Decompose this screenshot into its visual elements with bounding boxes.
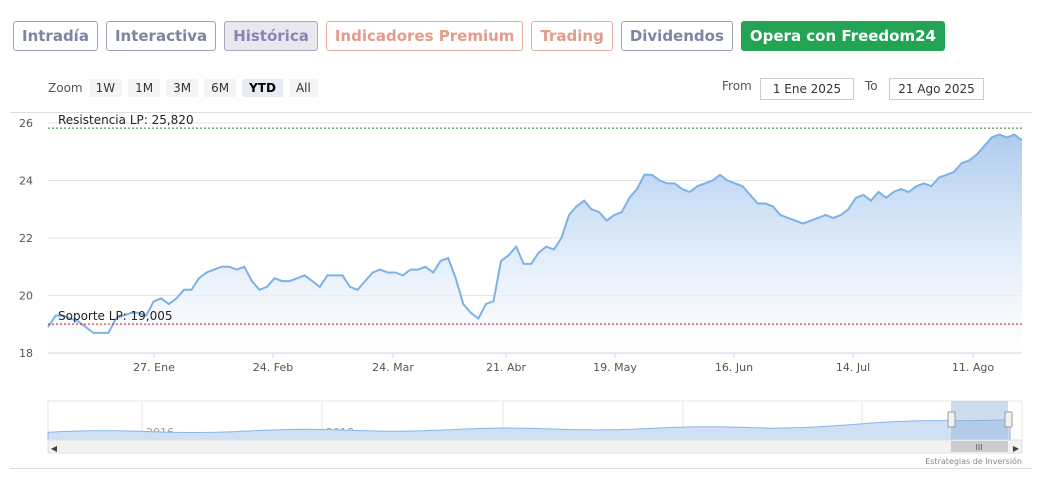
zoom-button-all[interactable]: All [288,79,318,97]
x-tick-label: 21. Abr [486,361,526,374]
support-label: Soporte LP: 19,005 [58,309,173,323]
from-date-input[interactable]: 1 Ene 2025 [760,78,854,100]
navigator-tick-label: 2022 [687,426,715,439]
to-label: To [865,79,878,93]
bottom-separator [10,468,1032,469]
zoom-button-6m[interactable]: 6M [204,79,237,97]
scrollbar-track [47,439,1023,454]
tab-histórica[interactable]: Histórica [224,21,318,51]
navigator-tick-label: 2018 [326,426,354,439]
price-line [47,133,1023,334]
x-tick-label: 16. Jun [715,361,753,374]
y-tick-label: 20 [19,290,33,303]
navigator-frame [47,400,1023,441]
tab-opera-con-freedom24[interactable]: Opera con Freedom24 [740,21,945,51]
to-date-input[interactable]: 21 Ago 2025 [889,78,984,100]
y-tick-label: 18 [19,347,33,360]
tab-dividendos[interactable]: Dividendos [620,21,733,51]
zoom-label: Zoom [48,81,83,95]
scroll-right-icon: ▶ [1013,444,1020,453]
navigator-selection [951,401,1008,440]
tab-intradía[interactable]: Intradía [13,21,98,51]
y-tick-label: 26 [19,117,33,130]
navigator-tick-label: 2020 [507,426,535,439]
tab-interactiva[interactable]: Interactiva [105,21,217,51]
x-tick-label: 19. May [593,361,637,374]
scrollbar-grip-icon: III [975,443,982,452]
navigator-tick-label: 2024 [866,426,894,439]
top-separator [10,112,1032,113]
zoom-button-ytd[interactable]: YTD [242,79,283,97]
x-tick-label: 11. Ago [952,361,994,374]
navigator-tick-label: 2016 [146,426,174,439]
zoom-button-3m[interactable]: 3M [166,79,199,97]
tab-indicadores-premium[interactable]: Indicadores Premium [325,21,524,51]
navigator-handle-right [1004,411,1013,428]
x-tick-label: 14. Jul [836,361,870,374]
zoom-button-1m[interactable]: 1M [128,79,161,97]
navigator-handle-left [947,411,956,428]
from-label: From [722,79,752,93]
zoom-button-1w[interactable]: 1W [88,79,123,97]
scroll-left-icon: ◀ [51,444,58,453]
x-tick-label: 24. Feb [253,361,293,374]
tab-bar: Intradía Interactiva Histórica Indicadores … [13,21,945,51]
y-tick-label: 24 [19,175,33,188]
resistance-label: Resistencia LP: 25,820 [58,113,194,127]
tab-trading[interactable]: Trading [531,21,613,51]
zoom-selector: Zoom 1W 1M 3M 6M YTD All [48,79,318,97]
scrollbar-thumb [951,441,1008,452]
price-area [48,134,1022,353]
navigator-series [47,419,1011,441]
y-tick-label: 22 [19,232,33,245]
x-tick-label: 24. Mar [372,361,414,374]
x-tick-label: 27. Ene [133,361,175,374]
credits: Estrategias de Inversión [925,457,1022,466]
